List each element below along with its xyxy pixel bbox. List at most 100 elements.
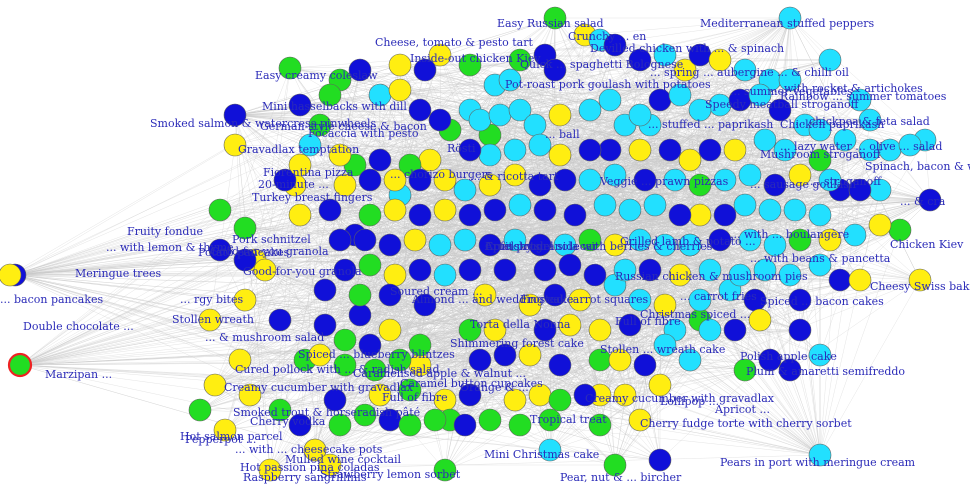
graph-node[interactable]	[598, 88, 622, 112]
graph-node[interactable]	[503, 228, 527, 252]
graph-node[interactable]	[918, 188, 942, 212]
graph-node[interactable]: Chicken paprikash	[818, 48, 842, 72]
graph-node[interactable]	[468, 108, 492, 132]
graph-node[interactable]	[638, 258, 662, 282]
graph-node-highlighted[interactable]: Full of fibre	[7, 352, 33, 378]
graph-node[interactable]	[753, 128, 777, 152]
graph-node[interactable]	[653, 233, 677, 257]
graph-node[interactable]	[348, 283, 372, 307]
graph-node[interactable]	[628, 288, 652, 312]
graph-node[interactable]	[528, 233, 552, 257]
graph-node[interactable]	[588, 318, 612, 342]
graph-node[interactable]: Spiced ...	[378, 318, 402, 342]
graph-node[interactable]	[543, 58, 567, 82]
graph-node[interactable]	[763, 173, 787, 197]
graph-node[interactable]	[748, 308, 772, 332]
graph-node[interactable]	[748, 83, 772, 107]
graph-node[interactable]: Grilled lamb & potato ...	[688, 203, 712, 227]
graph-node[interactable]: ... sidecar	[603, 453, 627, 477]
graph-node[interactable]	[288, 413, 312, 437]
graph-node[interactable]	[603, 233, 627, 257]
graph-node[interactable]	[733, 358, 757, 382]
graph-node[interactable]	[368, 148, 392, 172]
graph-node[interactable]	[698, 138, 722, 162]
graph-node[interactable]	[533, 258, 557, 282]
graph-node[interactable]: Creamy cucumber with gravadlax	[808, 343, 832, 367]
graph-node[interactable]	[618, 313, 642, 337]
graph-node[interactable]: 20-minute ...	[273, 168, 297, 192]
graph-node[interactable]	[468, 348, 492, 372]
graph-node[interactable]: Inside-out chicken Kiev	[413, 58, 437, 82]
graph-node[interactable]	[583, 263, 607, 287]
graph-node[interactable]: Shimmering forest cake	[198, 308, 222, 332]
graph-node[interactable]: Fruity fondue	[208, 198, 232, 222]
graph-node[interactable]	[783, 198, 807, 222]
graph-node[interactable]	[358, 203, 382, 227]
graph-node[interactable]	[458, 138, 482, 162]
graph-node[interactable]	[573, 383, 597, 407]
graph-node[interactable]	[358, 253, 382, 277]
graph-node[interactable]	[633, 353, 657, 377]
graph-node[interactable]	[488, 103, 512, 127]
graph-node[interactable]: Meringue trees	[208, 238, 232, 262]
graph-node[interactable]	[688, 288, 712, 312]
graph-node[interactable]	[503, 163, 527, 187]
graph-node[interactable]	[353, 228, 377, 252]
graph-node[interactable]	[658, 138, 682, 162]
graph-node[interactable]	[358, 168, 382, 192]
graph-node[interactable]	[628, 228, 652, 252]
graph-node[interactable]	[643, 193, 667, 217]
graph-node[interactable]	[313, 278, 337, 302]
graph-node[interactable]	[868, 213, 892, 237]
graph-node[interactable]	[408, 98, 432, 122]
graph-node[interactable]	[478, 233, 502, 257]
graph-node[interactable]: Easy Russian salad	[543, 6, 567, 30]
graph-node[interactable]: Mini Christmas cake	[213, 418, 237, 442]
graph-node[interactable]	[828, 268, 852, 292]
graph-node[interactable]	[383, 198, 407, 222]
graph-node[interactable]	[508, 98, 532, 122]
graph-node[interactable]	[688, 173, 712, 197]
graph-node[interactable]: Polish apple cake	[408, 333, 432, 357]
graph-node[interactable]	[348, 58, 372, 82]
graph-node[interactable]: Easy creamy coleslaw	[278, 56, 302, 80]
graph-node[interactable]	[763, 233, 787, 257]
graph-node[interactable]: Mini hasselbacks with dill	[288, 93, 312, 117]
graph-node[interactable]	[653, 293, 677, 317]
graph-node[interactable]: Fruit pots	[258, 458, 282, 482]
graph-node[interactable]	[298, 133, 322, 157]
graph-node[interactable]	[618, 198, 642, 222]
graph-node[interactable]	[848, 178, 872, 202]
graph-node[interactable]: Crunchy granola with berries & cherries	[433, 458, 457, 482]
graph-node[interactable]: Pork schnitzel	[233, 216, 257, 240]
graph-node[interactable]	[808, 148, 832, 172]
graph-node[interactable]: Smoked ... bacon pancakes	[788, 288, 812, 312]
graph-node[interactable]	[788, 228, 812, 252]
graph-node[interactable]: Blueberry blintzes	[458, 318, 482, 342]
graph-node[interactable]	[428, 108, 452, 132]
graph-node[interactable]	[528, 173, 552, 197]
graph-node[interactable]	[478, 173, 502, 197]
graph-node[interactable]	[508, 193, 532, 217]
graph-node[interactable]	[728, 263, 752, 287]
graph-node[interactable]	[603, 33, 627, 57]
graph-node[interactable]: Mulled wine cocktail	[588, 413, 612, 437]
graph-node[interactable]	[598, 138, 622, 162]
graph-node[interactable]	[663, 168, 687, 192]
graph-node[interactable]: Cured pollock with ... & radish salad	[653, 333, 677, 357]
graph-node[interactable]: Cheese, tomato & pesto tart	[428, 43, 452, 67]
graph-node[interactable]	[673, 58, 697, 82]
graph-node[interactable]	[428, 233, 452, 257]
graph-node[interactable]	[458, 258, 482, 282]
graph-node[interactable]: Smoked salmon & watercress pinwheels	[223, 103, 247, 127]
graph-node[interactable]: Lollipop ...	[503, 388, 527, 412]
graph-node[interactable]	[708, 48, 732, 72]
graph-node[interactable]	[898, 133, 922, 157]
graph-node[interactable]	[408, 258, 432, 282]
graph-node[interactable]	[733, 193, 757, 217]
graph-node[interactable]	[453, 228, 477, 252]
graph-node[interactable]	[553, 168, 577, 192]
graph-node[interactable]	[843, 223, 867, 247]
graph-node[interactable]: Caramelised apple & walnut ...	[228, 348, 252, 372]
graph-node[interactable]	[548, 353, 572, 377]
